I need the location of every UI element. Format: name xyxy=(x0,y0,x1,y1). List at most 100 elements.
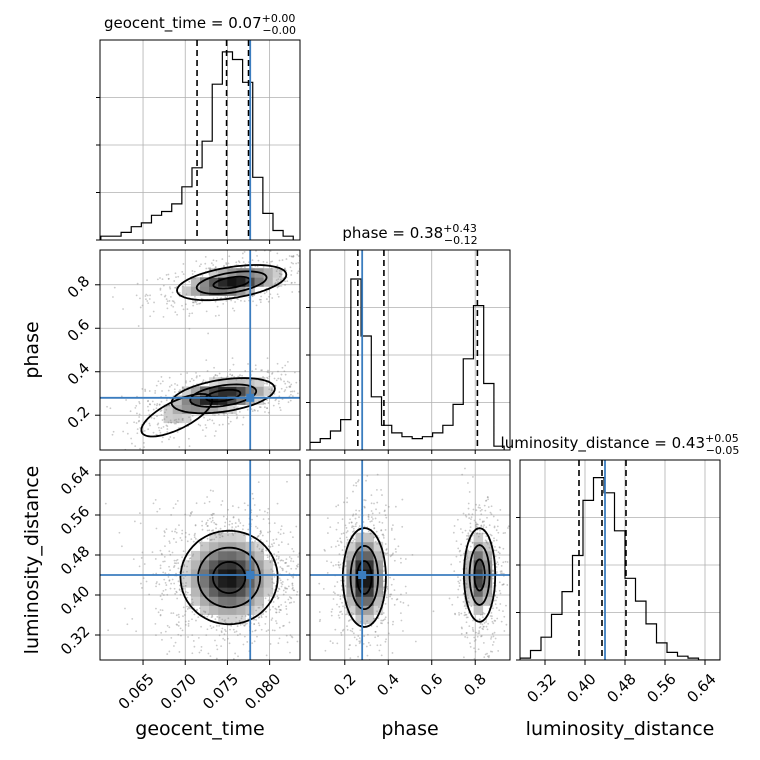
sample-point xyxy=(255,525,257,528)
sample-point xyxy=(164,451,166,453)
sample-point xyxy=(275,622,278,625)
sample-point xyxy=(167,278,170,280)
sample-point xyxy=(138,413,141,416)
sample-point xyxy=(205,359,208,362)
sample-point xyxy=(163,560,166,563)
sample-point xyxy=(306,584,308,586)
sample-point xyxy=(376,610,378,613)
sample-point xyxy=(181,582,184,585)
sample-point xyxy=(164,572,167,575)
sample-point xyxy=(357,454,359,456)
sample-point xyxy=(233,406,236,409)
sample-point xyxy=(494,594,497,597)
sample-point xyxy=(290,601,293,604)
sample-point xyxy=(151,400,154,403)
sample-point xyxy=(216,305,219,308)
density-cell xyxy=(236,277,246,287)
sample-point xyxy=(145,458,147,460)
density-cell xyxy=(364,614,375,625)
sample-point xyxy=(191,377,193,380)
hist-panel-luminosity_distance xyxy=(520,460,720,660)
sample-point xyxy=(209,267,211,269)
sample-point xyxy=(370,502,373,505)
sample-point xyxy=(219,527,222,530)
sample-point xyxy=(184,585,187,587)
sample-point xyxy=(374,631,377,633)
sample-point xyxy=(292,550,295,553)
sample-point xyxy=(481,627,484,630)
sample-point xyxy=(280,273,282,276)
sample-point xyxy=(166,624,169,627)
sample-point xyxy=(490,637,492,640)
sample-point xyxy=(298,290,300,293)
sample-point xyxy=(191,273,194,275)
sample-point xyxy=(147,302,150,305)
sample-point xyxy=(256,536,259,539)
sample-point xyxy=(168,542,171,544)
sample-point xyxy=(254,409,256,412)
sample-point xyxy=(332,564,335,567)
sample-point xyxy=(254,540,257,542)
sample-point xyxy=(336,642,339,645)
sample-point xyxy=(179,389,181,391)
sample-point xyxy=(327,262,329,264)
sample-point xyxy=(391,597,393,600)
sample-point xyxy=(157,422,160,425)
sample-point xyxy=(502,532,505,535)
sample-point xyxy=(162,315,165,318)
density-cell xyxy=(236,578,246,588)
density-cell xyxy=(227,541,237,552)
sample-point xyxy=(244,370,247,372)
sample-point xyxy=(198,541,201,544)
sample-point xyxy=(231,307,234,310)
sample-point xyxy=(193,536,196,539)
sample-point xyxy=(218,424,221,426)
sample-point xyxy=(166,307,169,310)
sample-point xyxy=(241,374,243,377)
sample-point xyxy=(382,570,385,573)
sample-point xyxy=(216,648,219,651)
sample-point xyxy=(392,620,395,623)
sample-point xyxy=(161,553,163,556)
sample-point xyxy=(284,267,286,270)
sample-point xyxy=(338,616,341,619)
sample-point xyxy=(277,590,279,593)
sample-point xyxy=(205,521,208,524)
sample-point xyxy=(358,642,361,645)
sample-point xyxy=(155,585,157,588)
sample-point xyxy=(494,620,497,622)
sample-point xyxy=(177,567,180,570)
sample-point xyxy=(352,490,354,493)
sample-point xyxy=(203,610,205,613)
sample-point xyxy=(182,550,185,553)
sample-point xyxy=(194,524,197,526)
sample-point xyxy=(359,666,361,668)
density-cell xyxy=(227,277,237,287)
sample-point xyxy=(355,521,358,524)
y-tick-label: 0.6 xyxy=(64,316,94,346)
sample-point xyxy=(251,630,254,633)
sample-point xyxy=(168,438,170,441)
sample-point xyxy=(363,525,366,528)
sample-point xyxy=(457,588,460,591)
sample-point xyxy=(358,516,360,519)
sample-point xyxy=(267,402,270,404)
sample-point xyxy=(184,623,187,626)
sample-point xyxy=(208,529,211,532)
sample-point xyxy=(400,593,402,596)
density-cell xyxy=(263,587,274,597)
sample-point xyxy=(331,642,334,644)
sample-point xyxy=(142,577,145,580)
sample-point xyxy=(192,301,194,304)
sample-point xyxy=(178,584,181,587)
sample-point xyxy=(197,423,200,426)
sample-point xyxy=(156,581,158,583)
sample-point xyxy=(332,598,335,600)
sample-point xyxy=(209,655,212,658)
sample-point xyxy=(285,258,288,260)
sample-point xyxy=(173,280,176,282)
sample-point xyxy=(187,625,190,627)
sample-point xyxy=(339,598,342,600)
density-cell xyxy=(346,605,356,615)
sample-point xyxy=(161,436,164,439)
